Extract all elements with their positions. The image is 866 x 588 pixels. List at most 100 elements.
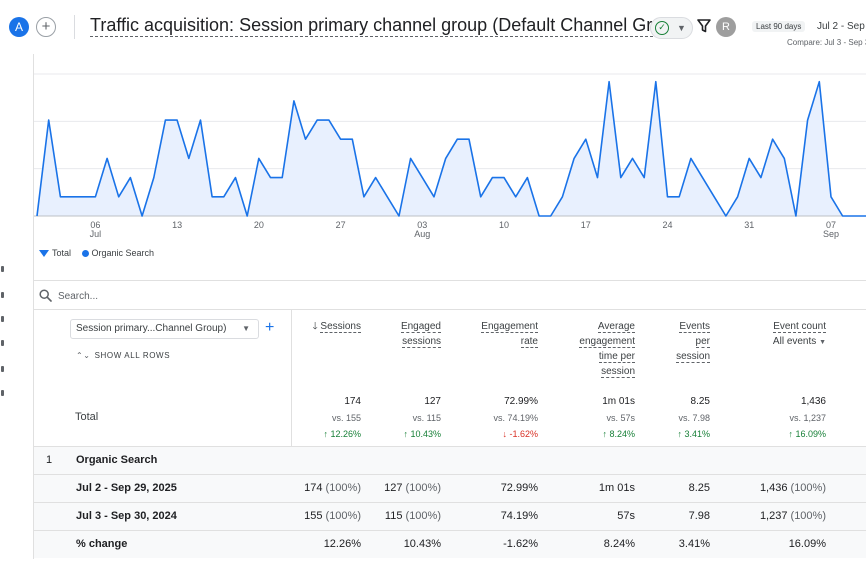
total-engaged-change: ↑ 10.43% — [403, 429, 441, 439]
row-engagement-rate: 72.99% — [500, 482, 538, 494]
cell-pct: (100%) — [325, 510, 361, 522]
add-comparison-button[interactable]: + — [36, 17, 56, 37]
table-row-current-period: Jul 2 - Sep 29, 2025 174 (100%) 127 (100… — [34, 474, 866, 502]
user-avatar[interactable]: R — [716, 17, 736, 37]
rail-mark — [1, 390, 4, 396]
date-range-selector[interactable]: Jul 2 - Sep 29, 2025 — [817, 21, 866, 32]
x-tick-label: 13 — [172, 220, 182, 230]
dimension-select-label: Session primary...Channel Group) — [76, 323, 227, 334]
left-rail — [0, 54, 10, 588]
x-tick-label: 06 — [90, 220, 100, 230]
total-engaged: 127 vs. 115 ↑ 10.43% — [371, 394, 441, 442]
col-header-avg-engagement-time[interactable]: Average engagement time per session — [555, 319, 635, 379]
row-sessions: 12.26% — [323, 538, 361, 550]
row-events-per: 8.25 — [688, 482, 710, 494]
total-avg-time-compare: vs. 57s — [606, 413, 635, 423]
total-legend-marker — [39, 250, 49, 258]
legend-total[interactable]: Total — [52, 248, 72, 258]
x-tick-label: 27 — [336, 220, 346, 230]
row-event-count: 1,436 (100%) — [736, 475, 826, 502]
row-sessions: 174 (100%) — [291, 475, 361, 502]
total-event-count-compare: vs. 1,237 — [789, 413, 826, 423]
legend-organic-search[interactable]: Organic Search — [91, 248, 155, 258]
sessions-header-label: Sessions — [320, 321, 361, 333]
x-tick-label: 17 — [581, 220, 591, 230]
rail-mark — [1, 292, 4, 298]
plus-icon: + — [41, 18, 51, 35]
total-avg-time-change: ↑ 8.24% — [602, 429, 635, 439]
search-input[interactable] — [58, 287, 458, 305]
chart-legend: Total Organic Search — [39, 248, 154, 258]
row-engaged: 127 (100%) — [371, 475, 441, 502]
rail-mark — [1, 316, 4, 322]
col-header-sessions[interactable]: 🡓 Sessions — [296, 319, 361, 334]
series-line-organic-search — [36, 80, 866, 217]
event-filter-label: All events — [772, 336, 817, 347]
caret-down-icon: ▼ — [677, 23, 686, 33]
table-row-organic-search[interactable]: 1 Organic Search — [34, 446, 866, 474]
show-all-rows-button[interactable]: ⌃⌄ SHOW ALL ROWS — [76, 351, 170, 360]
total-sessions-value: 174 — [344, 396, 361, 407]
event-count-header-label: Event count — [773, 321, 826, 333]
total-event-count-value: 1,436 — [800, 396, 826, 407]
row-sessions: 155 (100%) — [291, 503, 361, 530]
total-sessions-compare: vs. 155 — [331, 413, 361, 423]
total-event-count-change: ↑ 16.09% — [788, 429, 826, 439]
total-events-per-value: 8.25 — [690, 396, 710, 407]
row-avg-time: 57s — [617, 510, 635, 522]
x-tick-label: 07 — [826, 220, 836, 230]
add-dimension-button[interactable]: + — [265, 319, 274, 337]
total-events-per-change: ↑ 3.41% — [677, 429, 710, 439]
avg-header-line1: Average — [597, 321, 635, 333]
col-header-engagement-rate[interactable]: Engagement rate — [458, 319, 538, 349]
row-events-per: 3.41% — [678, 538, 710, 550]
cell-pct: (100%) — [790, 510, 826, 522]
engaged-header-line2: sessions — [402, 336, 441, 348]
event-filter-dropdown[interactable]: All events ▼ — [736, 334, 826, 350]
row-label: Organic Search — [76, 454, 158, 466]
avg-header-line2: engagement — [579, 336, 635, 348]
page-title[interactable]: Traffic acquisition: Session primary cha… — [90, 15, 689, 37]
col-header-event-count[interactable]: Event count All events ▼ — [736, 319, 826, 350]
unfold-icon: ⌃⌄ — [76, 351, 91, 360]
column-divider — [291, 310, 292, 558]
cell-pct: (100%) — [790, 482, 826, 494]
x-tick-label: 03 — [417, 220, 427, 230]
total-avg-time-value: 1m 01s — [602, 396, 635, 407]
cell-pct: (100%) — [325, 482, 361, 494]
total-events-per-session: 8.25 vs. 7.98 ↑ 3.41% — [650, 394, 710, 442]
row-label: Jul 2 - Sep 29, 2025 — [76, 482, 177, 494]
row-engaged: 115 (100%) — [371, 503, 441, 530]
x-tick-label: 10 — [499, 220, 509, 230]
cell-value: 174 — [304, 482, 323, 494]
check-circle-icon: ✓ — [655, 21, 669, 35]
total-engagement-rate: 72.99% vs. 74.19% ↓ -1.62% — [458, 394, 538, 442]
caret-down-icon: ▼ — [242, 324, 250, 333]
row-avg-time: 1m 01s — [598, 482, 635, 494]
primary-dimension-select[interactable]: Session primary...Channel Group) ▼ — [70, 319, 259, 339]
report-status-dropdown[interactable]: ✓ ▼ — [650, 17, 693, 39]
rail-mark — [1, 266, 4, 272]
total-events-per-compare: vs. 7.98 — [678, 413, 710, 423]
compare-range-text: Compare: Jul 3 - Sep 30, 2024 — [787, 38, 866, 47]
engaged-header-line1: Engaged — [400, 321, 441, 333]
col-header-events-per-session[interactable]: Events per session — [650, 319, 710, 364]
caret-down-icon: ▼ — [819, 339, 826, 346]
filter-icon[interactable] — [697, 19, 711, 33]
total-engaged-value: 127 — [424, 396, 441, 407]
events-header-line1: Events — [679, 321, 710, 333]
row-engagement-rate: -1.62% — [503, 538, 538, 550]
col-header-engaged-sessions[interactable]: Engaged sessions — [371, 319, 441, 349]
total-sessions: 174 vs. 155 ↑ 12.26% — [291, 394, 361, 442]
cell-value: 1,237 — [759, 510, 788, 522]
row-event-count: 16.09% — [788, 538, 826, 550]
rate-header-line2: rate — [520, 336, 538, 348]
account-avatar[interactable]: A — [9, 17, 29, 37]
date-preset-badge[interactable]: Last 90 days — [752, 21, 806, 32]
row-label: Jul 3 - Sep 30, 2024 — [76, 510, 177, 522]
cell-pct: (100%) — [405, 510, 441, 522]
total-avg-time: 1m 01s vs. 57s ↑ 8.24% — [555, 394, 635, 442]
avg-header-line4: session — [601, 366, 635, 378]
cell-value: 127 — [384, 482, 403, 494]
